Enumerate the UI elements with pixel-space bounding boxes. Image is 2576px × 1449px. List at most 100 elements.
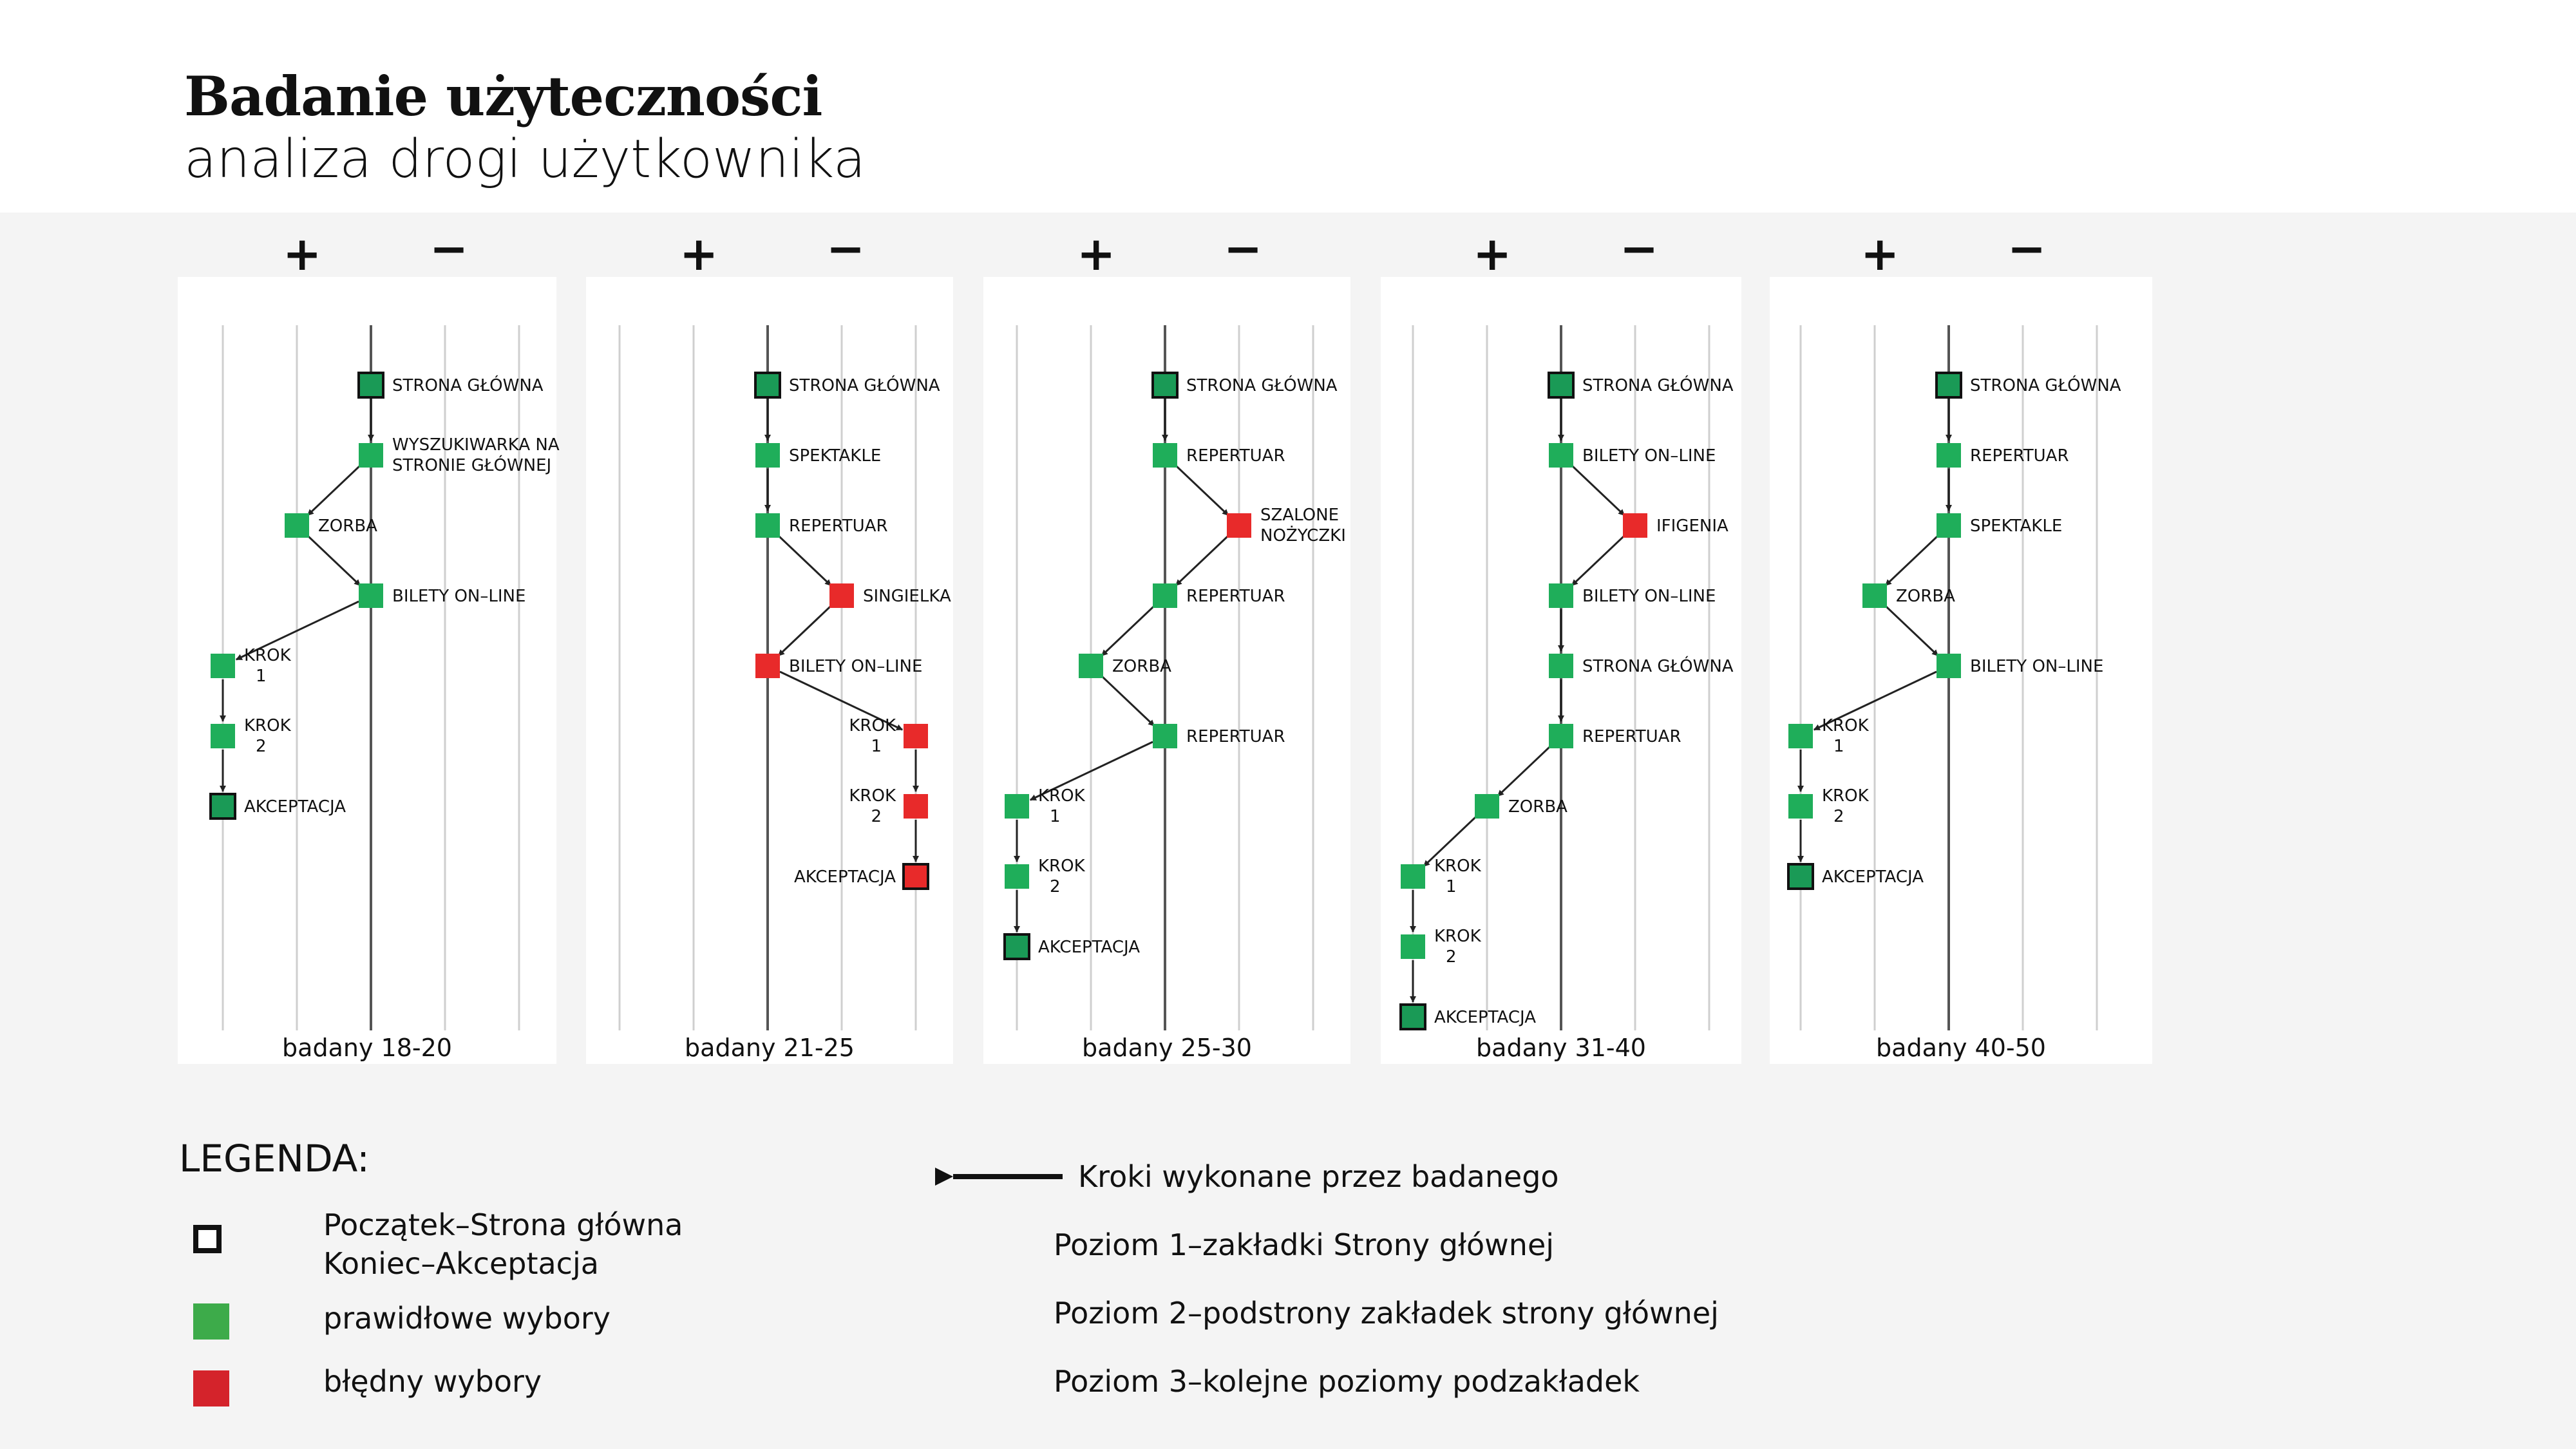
path-node-ok [755,443,780,468]
node-label: AKCEPTACJA [244,797,346,817]
path-node-bad [1227,513,1251,538]
node-label: STRONA GŁÓWNA [1186,375,1338,395]
legend-level2: Poziom 2–podstrony zakładek strony główn… [1054,1296,1719,1331]
node-label: NOŻYCZKI [1260,525,1346,545]
step-arrow [1884,604,1939,657]
node-label: 2 [1446,947,1457,967]
node-label: KROK [1434,927,1482,946]
step-arrow [1174,464,1229,516]
path-node-endbad [902,863,929,890]
path-node-ok [1937,654,1961,678]
step-arrow [235,600,359,661]
legend-start-end-line1: Początek–Strona główna [323,1208,683,1242]
node-label: REPERTUAR [1186,587,1285,606]
node-label: 2 [1833,807,1844,826]
node-label: KROK [849,786,896,806]
node-label: 1 [871,737,882,756]
node-label: BILETY ON–LINE [1582,446,1716,466]
path-node-ok [211,724,235,748]
page-subtitle: analiza drogi użytkownika [184,129,866,190]
legend-title: LEGENDA: [179,1137,370,1180]
plus-marker: + [1473,227,1512,281]
node-label: 1 [1833,737,1844,756]
path-node-ok [1937,443,1961,468]
path-node-ok [1788,724,1813,748]
legend-wrong-swatch [193,1370,229,1406]
path-node-bad [904,794,928,819]
panel-caption: badany 40-50 [1876,1034,2046,1062]
step-arrow [1175,534,1230,587]
node-label: AKCEPTACJA [1038,938,1140,957]
step-arrow [1029,741,1153,801]
path-node-start [357,372,384,399]
step-arrow [306,534,361,587]
node-label: ZORBA [1508,797,1567,817]
path-node-ok [1005,864,1029,889]
node-label: 2 [1050,877,1061,896]
plus-marker: + [1861,227,1900,281]
path-node-bad [904,724,928,748]
path-node-end [209,793,236,820]
path-node-ok [1549,724,1573,748]
legend-correct-label: prawidłowe wybory [323,1301,611,1336]
path-node-ok [1549,443,1573,468]
node-label: 1 [1050,807,1061,826]
node-label: STRONA GŁÓWNA [1582,375,1734,395]
step-arrow [779,670,904,731]
panel-diagram-5: STRONA GŁÓWNA REPERTUAR SPEKTAKLE ZORBA BILE… [1787,325,2121,1062]
node-label: SZALONE [1260,506,1339,525]
node-label: KROK [244,646,292,665]
node-label: ZORBA [1112,657,1171,676]
node-label: 1 [1446,877,1457,896]
step-arrow [777,534,832,587]
path-node-end [1787,863,1814,890]
legend-wrong-label: błędny wybory [323,1364,542,1399]
node-label: STRONA GŁÓWNA [1970,375,2121,395]
path-node-ok [755,513,780,538]
path-node-ok [211,654,235,678]
panel-diagram-4: STRONA GŁÓWNA BILETY ON–LINE IFIGENIA BILET… [1399,325,1734,1062]
node-label: REPERTUAR [1582,727,1681,746]
node-label: BILETY ON–LINE [789,657,922,676]
node-label: KROK [1822,786,1870,806]
path-node-ok [285,513,309,538]
node-label: STRONA GŁÓWNA [789,375,940,395]
plus-marker: + [679,227,719,281]
node-label: SPEKTAKLE [789,446,881,466]
panel-caption: badany 31-40 [1476,1034,1646,1062]
node-label: ZORBA [318,516,377,536]
step-arrow [1570,464,1625,516]
legend-level3: Poziom 3–kolejne poziomy podzakładek [1054,1364,1640,1399]
path-node-ok [359,583,383,608]
node-label: REPERTUAR [1970,446,2069,466]
path-node-ok [1153,443,1177,468]
legend-level1: Poziom 1–zakładki Strony głównej [1054,1227,1555,1262]
node-label: STRONA GŁÓWNA [392,375,544,395]
path-node-ok [1079,654,1103,678]
node-label: REPERTUAR [1186,727,1285,746]
node-label: SINGIELKA [863,587,951,606]
path-node-bad [755,654,780,678]
node-label: BILETY ON–LINE [392,587,526,606]
path-node-ok [1401,864,1425,889]
path-node-ok [1549,654,1573,678]
step-arrow [1884,534,1940,587]
node-label: WYSZUKIWARKA NA [392,435,560,455]
path-node-start [1151,372,1179,399]
plus-marker: + [283,227,322,281]
path-node-bad [1623,513,1647,538]
step-arrow [1571,534,1626,587]
path-node-bad [829,583,854,608]
step-arrow [1423,815,1478,867]
minus-marker: − [2007,222,2047,276]
node-label: SPEKTAKLE [1970,516,2062,536]
node-label: KROK [849,716,896,735]
legend-start-end-swatch [193,1225,222,1253]
path-node-ok [359,443,383,468]
plus-marker: + [1077,227,1116,281]
node-label: KROK [1822,716,1870,735]
step-arrow [777,604,833,657]
path-node-ok [1153,583,1177,608]
